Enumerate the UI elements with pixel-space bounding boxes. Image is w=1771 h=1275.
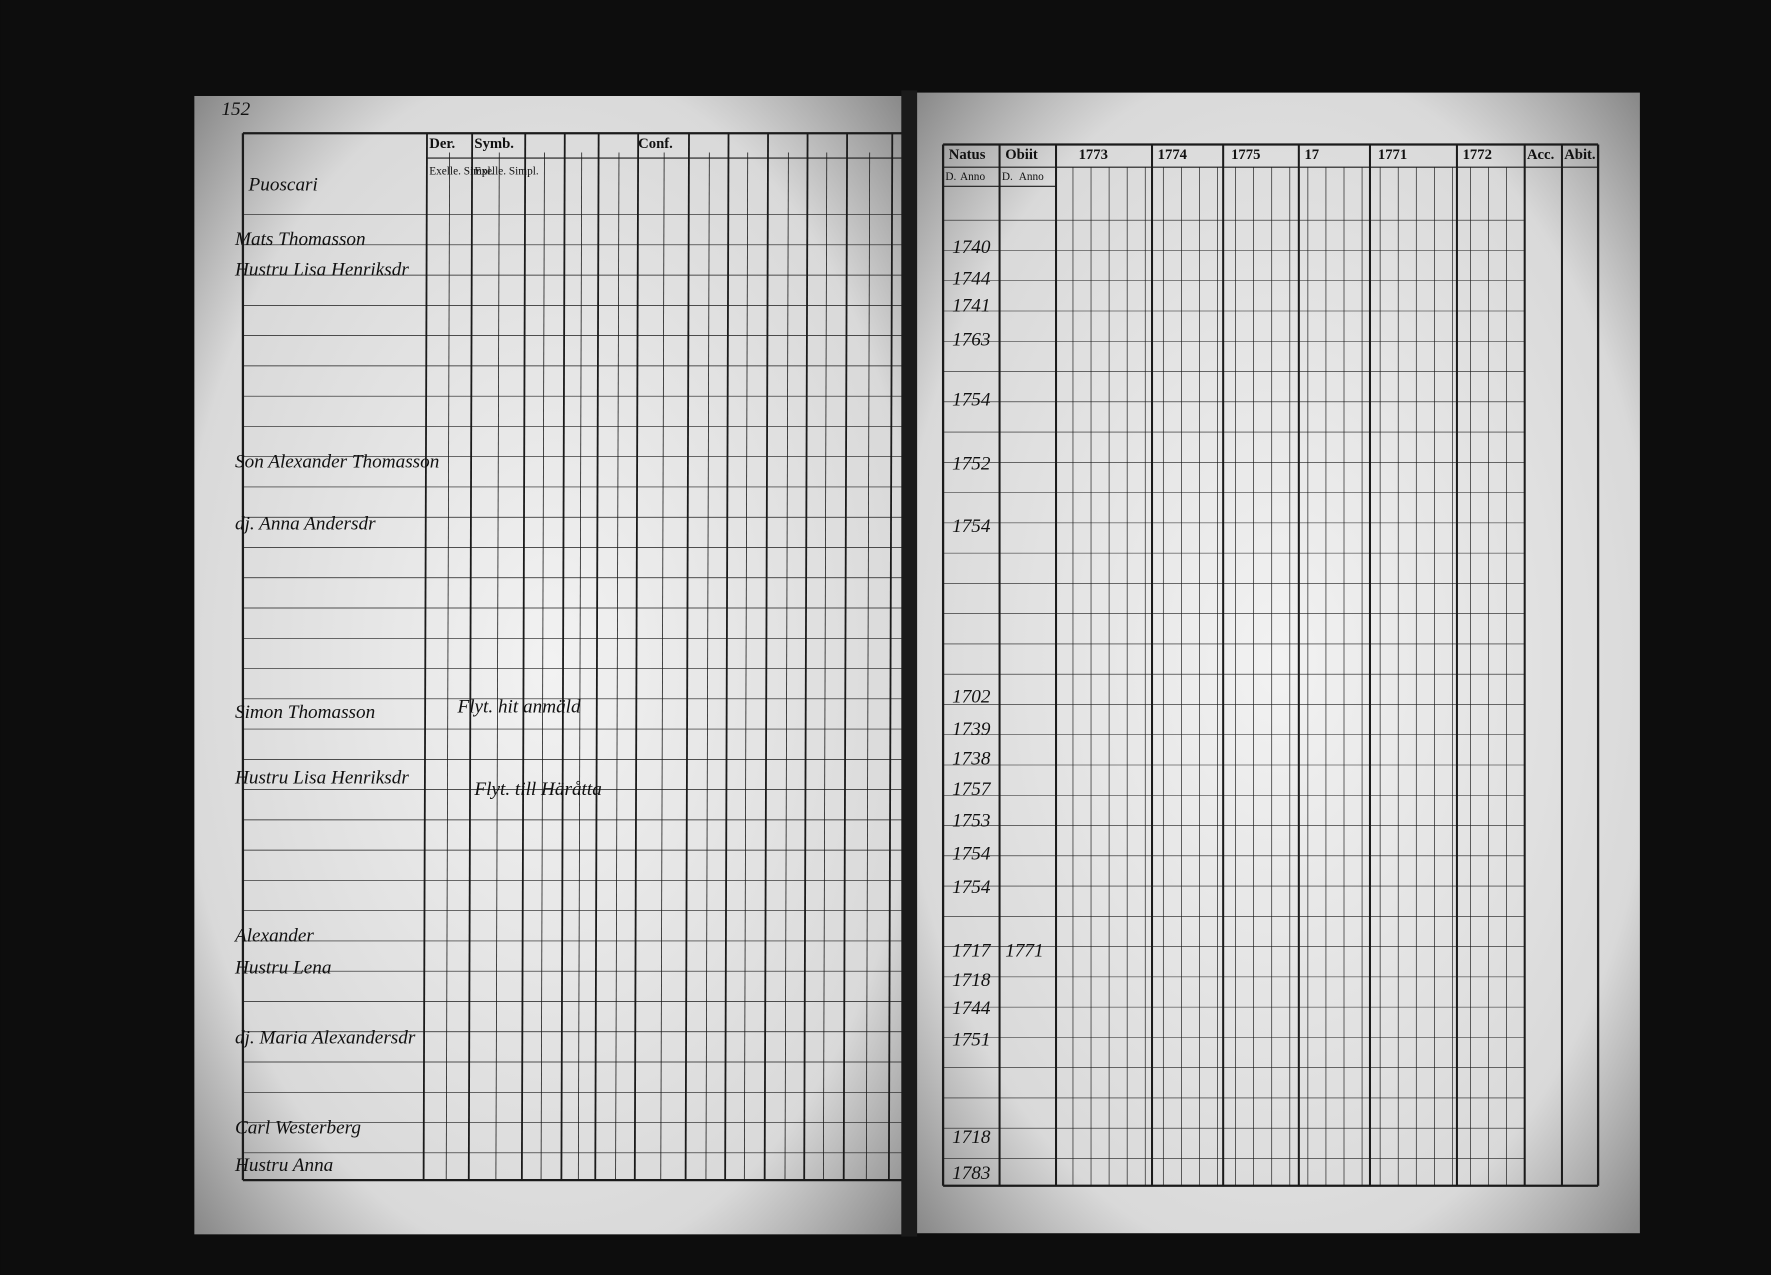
birth-year: 1702 xyxy=(952,686,991,707)
year-header: 1775 xyxy=(1231,147,1260,163)
birth-year: 1753 xyxy=(952,811,990,832)
column-header: Conf. xyxy=(638,136,673,152)
rule-line xyxy=(842,133,849,1181)
entry-name: dj. Maria Alexandersdr xyxy=(235,1027,416,1048)
text-layer: 152 Puoscari Der. Symb. Conf. Exelle. Simpl.E… xyxy=(221,99,1595,1184)
rule-line xyxy=(660,152,665,1181)
year-header: 1774 xyxy=(1158,147,1188,163)
left-page xyxy=(194,95,906,1235)
column-header: Abit. xyxy=(1564,147,1596,163)
birth-year: 1718 xyxy=(952,1127,991,1148)
column-header: Der. xyxy=(429,136,455,152)
birth-year: 1739 xyxy=(952,719,991,740)
rule-line xyxy=(445,152,450,1181)
birth-year: 1751 xyxy=(952,1030,990,1051)
entry-name: Simon Thomasson xyxy=(235,702,375,723)
page-number: 152 xyxy=(221,99,250,120)
rule-line xyxy=(615,152,620,1181)
right-page xyxy=(914,92,1640,1234)
birth-year: 1718 xyxy=(952,970,991,991)
column-subheader: Exelle. Simpl. xyxy=(429,165,493,177)
note: Flyt. hit anmäld xyxy=(456,696,581,717)
rule-line xyxy=(495,152,500,1181)
parish-label: Puoscari xyxy=(248,175,318,196)
entry-name: Hustru Lisa Henriksdr xyxy=(234,768,409,789)
column-header: Acc. xyxy=(1527,147,1555,163)
rule-line xyxy=(540,152,545,1181)
rule-line xyxy=(560,133,566,1181)
rule-line xyxy=(633,133,640,1181)
gutter xyxy=(901,90,918,1237)
rule-line xyxy=(743,152,749,1181)
entry-name: Hustru Anna xyxy=(234,1155,333,1176)
column-subheader: D. xyxy=(1002,171,1013,183)
rule-line xyxy=(467,133,474,1181)
rule-line xyxy=(684,133,690,1181)
birth-year: 1754 xyxy=(952,877,991,898)
rule-line xyxy=(594,133,600,1181)
year-header: 1771 xyxy=(1378,147,1407,163)
ruling xyxy=(241,132,1600,1187)
rule-line xyxy=(803,133,809,1181)
rule-line xyxy=(422,133,428,1181)
note: Flyt. till Häråtta xyxy=(473,779,601,800)
entry-name: Alexander xyxy=(233,926,314,947)
rule-line xyxy=(763,133,769,1181)
birth-year: 1744 xyxy=(952,268,991,289)
rule-line xyxy=(705,152,710,1181)
birth-year: 1744 xyxy=(952,998,991,1019)
rule-line xyxy=(577,152,583,1181)
column-header: Obiit xyxy=(1005,147,1038,163)
death-year: 1771 xyxy=(1005,940,1043,961)
entry-name: Mats Thomasson xyxy=(234,229,366,250)
rule-line xyxy=(822,152,828,1181)
year-header: 1772 xyxy=(1463,147,1492,163)
rule-line xyxy=(887,133,894,1181)
entry-name: dj. Anna Andersdr xyxy=(235,514,376,535)
birth-year: 1754 xyxy=(952,389,991,410)
year-header: 1773 xyxy=(1079,147,1108,163)
birth-year: 1752 xyxy=(952,454,991,475)
entry-name: Carl Westerberg xyxy=(235,1118,361,1139)
entry-name: Son Alexander Thomasson xyxy=(235,451,439,472)
column-subheader: Exelle. Simpl. xyxy=(474,165,538,177)
rule-line xyxy=(724,133,730,1181)
column-header: Symb. xyxy=(474,136,514,152)
rule-line xyxy=(865,152,871,1181)
column-subheader: Anno xyxy=(1019,171,1044,183)
birth-year: 1754 xyxy=(952,843,991,864)
birth-year: 1783 xyxy=(952,1163,990,1184)
rule-line xyxy=(784,152,789,1181)
rule-line xyxy=(520,133,527,1181)
birth-year: 1740 xyxy=(952,237,991,258)
entry-name: Hustru Lisa Henriksdr xyxy=(234,259,409,280)
birth-year: 1717 xyxy=(952,940,992,961)
column-subheader: D. xyxy=(945,171,956,183)
entry-name: Hustru Lena xyxy=(234,957,331,978)
column-header: Natus xyxy=(949,147,986,163)
birth-year: 1754 xyxy=(952,516,991,537)
birth-year: 1741 xyxy=(952,296,990,317)
birth-year: 1738 xyxy=(952,748,991,769)
birth-year: 1763 xyxy=(952,329,990,350)
birth-year: 1757 xyxy=(952,779,992,800)
year-header: 17 xyxy=(1304,147,1319,163)
column-subheader: Anno xyxy=(960,171,985,183)
